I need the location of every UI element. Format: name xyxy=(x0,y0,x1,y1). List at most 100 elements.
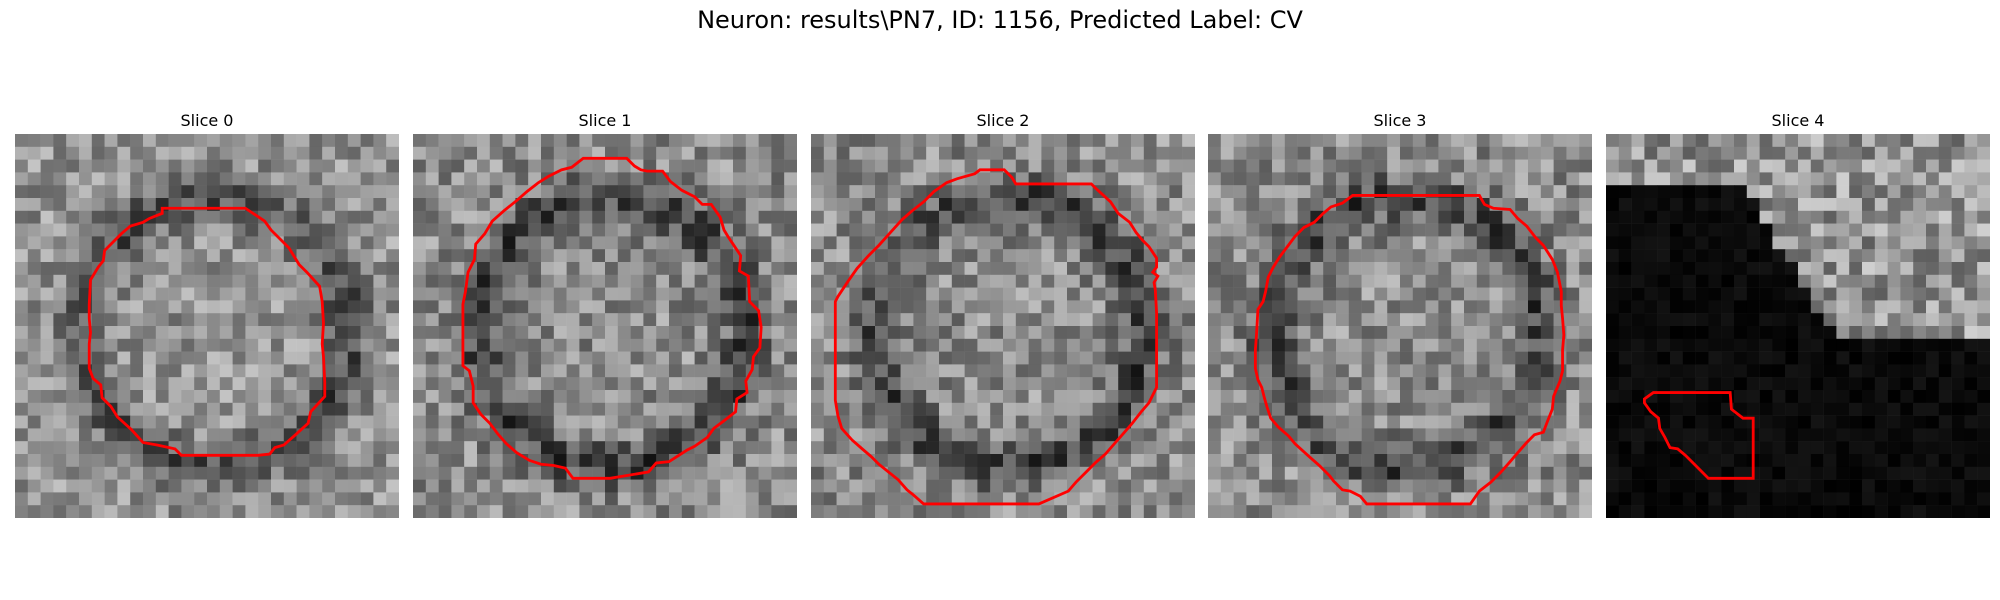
pixel-cell xyxy=(553,479,567,493)
pixel-cell xyxy=(643,236,657,250)
pixel-cell xyxy=(489,159,503,173)
pixel-cell xyxy=(1182,159,1195,173)
pixel-cell xyxy=(309,223,323,237)
pixel-cell xyxy=(438,223,452,237)
pixel-cell xyxy=(1476,223,1490,237)
pixel-cell xyxy=(579,300,593,314)
pixel-cell xyxy=(309,402,323,416)
pixel-cell xyxy=(194,326,208,340)
pixel-cell xyxy=(143,313,157,327)
pixel-cell xyxy=(1041,351,1055,365)
pixel-cell xyxy=(694,274,708,288)
pixel-cell xyxy=(1079,377,1093,391)
pixel-cell xyxy=(79,223,93,237)
pixel-cell xyxy=(1823,505,1837,518)
pixel-cell xyxy=(66,338,80,352)
pixel-cell xyxy=(1131,338,1145,352)
pixel-cell xyxy=(566,313,580,327)
pixel-cell xyxy=(386,364,399,378)
pixel-cell xyxy=(656,402,670,416)
pixel-cell xyxy=(271,364,285,378)
pixel-cell xyxy=(926,428,940,442)
pixel-cell xyxy=(451,198,465,212)
pixel-cell xyxy=(1862,287,1876,301)
pixel-cell xyxy=(1798,146,1812,160)
pixel-cell xyxy=(66,326,80,340)
pixel-cell xyxy=(245,185,259,199)
pixel-cell xyxy=(541,441,555,455)
pixel-cell xyxy=(207,146,221,160)
pixel-cell xyxy=(502,223,516,237)
pixel-cell xyxy=(207,313,221,327)
pixel-cell xyxy=(373,274,387,288)
pixel-cell xyxy=(669,159,683,173)
pixel-cell xyxy=(1798,185,1812,199)
pixel-cell xyxy=(1657,223,1671,237)
pixel-cell xyxy=(1926,287,1940,301)
pixel-cell xyxy=(1579,223,1592,237)
pixel-cell xyxy=(258,185,272,199)
pixel-cell xyxy=(528,300,542,314)
pixel-cell xyxy=(1721,185,1735,199)
pixel-cell xyxy=(1412,364,1426,378)
pixel-cell xyxy=(168,364,182,378)
pixel-cell xyxy=(1734,390,1748,404)
pixel-cell xyxy=(1105,415,1119,429)
pixel-cell xyxy=(1759,466,1773,480)
pixel-cell xyxy=(1657,402,1671,416)
pixel-cell xyxy=(669,223,683,237)
contour-outline xyxy=(1253,194,1566,506)
pixel-cell xyxy=(1938,364,1952,378)
pixel-cell xyxy=(1823,377,1837,391)
pixel-cell xyxy=(373,415,387,429)
pixel-cell xyxy=(232,274,246,288)
pixel-cell xyxy=(1938,287,1952,301)
pixel-cell xyxy=(745,223,759,237)
pixel-cell xyxy=(53,159,67,173)
pixel-cell xyxy=(720,479,734,493)
pixel-cell xyxy=(1682,236,1696,250)
pixel-cell xyxy=(117,313,131,327)
pixel-cell xyxy=(1054,402,1068,416)
pixel-cell xyxy=(1336,274,1350,288)
pixel-cell xyxy=(566,466,580,480)
pixel-cell xyxy=(1977,338,1990,352)
pixel-cell xyxy=(1028,172,1042,186)
pixel-cell xyxy=(875,326,889,340)
pixel-cell xyxy=(771,274,785,288)
pixel-cell xyxy=(1606,287,1620,301)
pixel-cell xyxy=(1336,223,1350,237)
pixel-cell xyxy=(168,402,182,416)
pixel-cell xyxy=(1438,492,1452,506)
pixel-cell xyxy=(1670,198,1684,212)
pixel-cell xyxy=(771,428,785,442)
pixel-cell xyxy=(373,351,387,365)
pixel-cell xyxy=(1862,492,1876,506)
pixel-cell xyxy=(875,338,889,352)
pixel-cell xyxy=(1938,236,1952,250)
pixel-cell xyxy=(1220,313,1234,327)
pixel-cell xyxy=(694,454,708,468)
pixel-cell xyxy=(811,249,825,263)
pixel-cell xyxy=(1618,236,1632,250)
pixel-cell xyxy=(1272,223,1286,237)
pixel-cell xyxy=(296,159,310,173)
pixel-cell xyxy=(592,249,606,263)
pixel-cell xyxy=(1528,274,1542,288)
pixel-cell xyxy=(1951,134,1965,148)
pixel-cell xyxy=(1734,274,1748,288)
pixel-cell xyxy=(1606,134,1620,148)
pixel-cell xyxy=(373,210,387,224)
pixel-cell xyxy=(1374,223,1388,237)
pixel-cell xyxy=(1951,428,1965,442)
pixel-cell xyxy=(1502,377,1516,391)
pixel-cell xyxy=(528,223,542,237)
pixel-cell xyxy=(155,377,169,391)
pixel-cell xyxy=(1759,236,1773,250)
pixel-cell xyxy=(1849,146,1863,160)
pixel-cell xyxy=(1297,390,1311,404)
pixel-cell xyxy=(1361,415,1375,429)
pixel-cell xyxy=(862,210,876,224)
pixel-cell xyxy=(1412,287,1426,301)
pixel-cell xyxy=(451,377,465,391)
